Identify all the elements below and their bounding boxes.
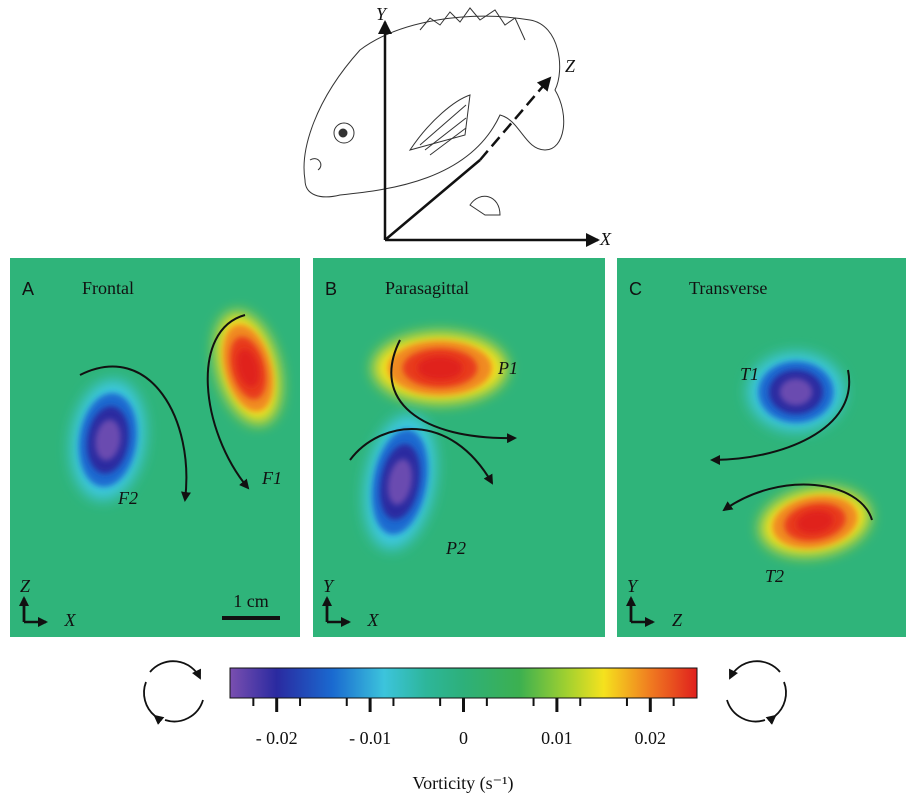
colorbar-tick-label: - 0.01 xyxy=(349,728,391,748)
colorbar-ticks: - 0.02 - 0.01 0 0.01 0.02 xyxy=(256,698,666,748)
vortex xyxy=(373,333,506,403)
vortex-label: T1 xyxy=(740,364,759,384)
colorbar-tick-label: - 0.02 xyxy=(256,728,298,748)
axis-label: Z xyxy=(565,56,576,76)
rotation-icon-ccw xyxy=(727,661,786,721)
panel-background xyxy=(10,258,300,637)
vortex xyxy=(748,352,845,431)
figure: Y Z X A Frontal F1 F2 Z X 1 cm B Parasagittal P1 P… xyxy=(0,0,916,800)
panel-letter: B xyxy=(325,279,337,299)
panel-title: Frontal xyxy=(82,278,134,298)
vortex-label: P2 xyxy=(445,538,466,558)
vortex-layer xyxy=(780,379,813,406)
panel-title: Parasagittal xyxy=(385,278,469,298)
axis-label: Z xyxy=(20,576,31,596)
axis-label: X xyxy=(599,229,612,249)
colorbar-tick-label: 0.02 xyxy=(635,728,667,748)
colorbar-tick-label: 0 xyxy=(459,728,468,748)
vortex-label: F2 xyxy=(117,488,138,508)
fish-drawing xyxy=(304,8,564,215)
panel-background xyxy=(313,258,605,637)
vortex-label: T2 xyxy=(765,566,784,586)
colorbar-tick-label: 0.01 xyxy=(541,728,573,748)
rotation-icon-cw xyxy=(144,661,203,721)
colorbar-label: Vorticity (s⁻¹) xyxy=(412,773,513,794)
panel-letter: C xyxy=(629,279,642,299)
axis-label: X xyxy=(64,610,77,630)
vortex-label: P1 xyxy=(497,358,518,378)
axis-label: X xyxy=(367,610,380,630)
vortex-label: F1 xyxy=(261,468,282,488)
scale-label: 1 cm xyxy=(233,591,269,611)
colorbar xyxy=(230,668,697,698)
panel-background xyxy=(617,258,906,637)
vortex-layer xyxy=(417,356,462,380)
axis-label: Z xyxy=(672,610,683,630)
panel-title: Transverse xyxy=(689,278,767,298)
axis-label: Y xyxy=(376,4,388,24)
panel-letter: A xyxy=(22,279,34,299)
